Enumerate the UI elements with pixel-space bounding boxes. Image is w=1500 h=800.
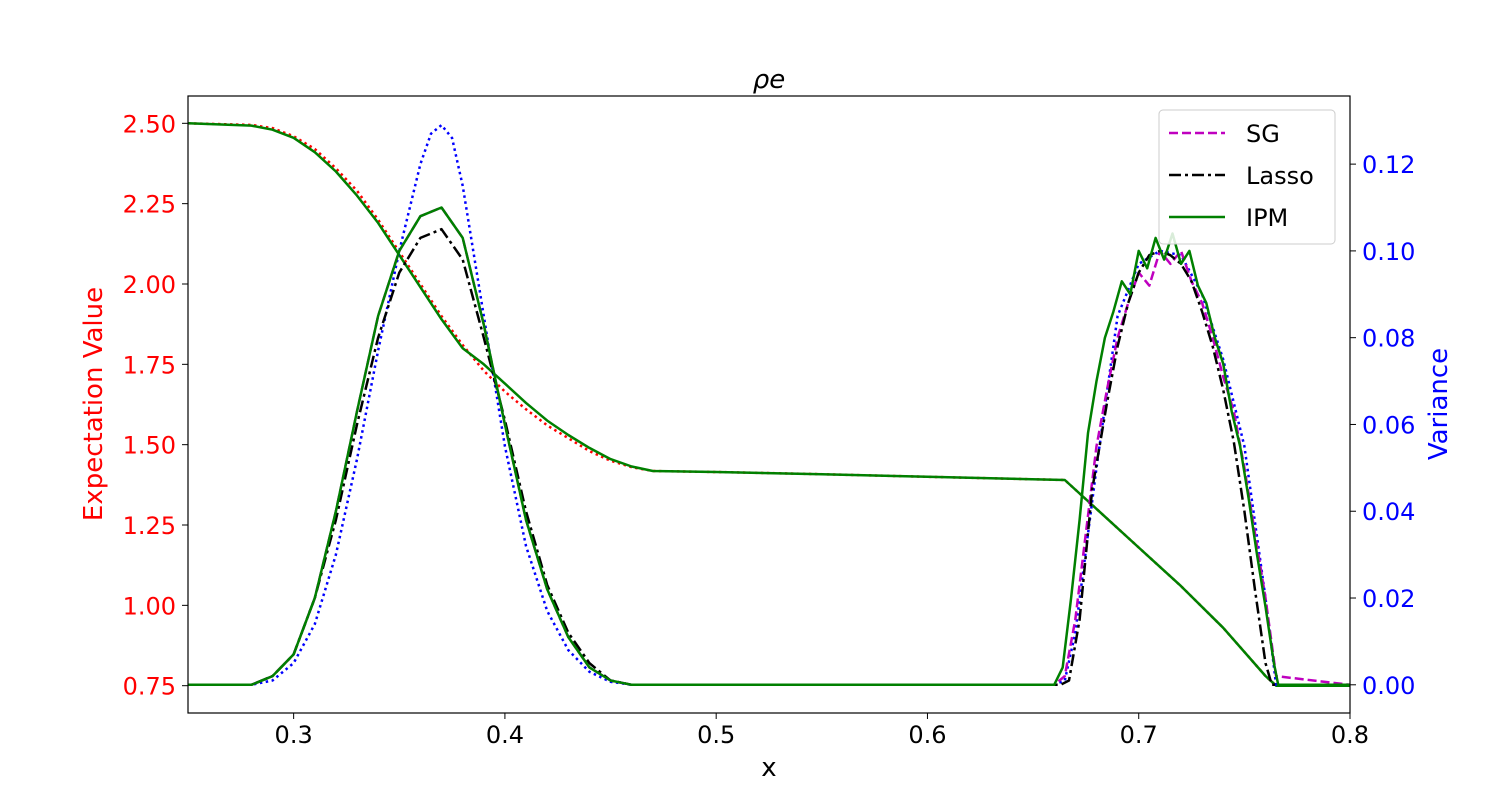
right-y-tick-label: 0.00 — [1362, 672, 1415, 700]
series-line-5 — [188, 206, 1350, 687]
series-line-1 — [187, 122, 1350, 687]
right-y-tick-label: 0.10 — [1362, 238, 1415, 266]
right-y-tick-label: 0.06 — [1362, 411, 1415, 439]
left-y-tick-label: 0.75 — [123, 673, 176, 701]
x-tick-label: 0.8 — [1331, 721, 1369, 749]
x-axis-label: x — [761, 753, 776, 783]
legend-label-ipm: IPM — [1246, 204, 1288, 232]
left-y-tick-label: 1.00 — [123, 592, 176, 620]
legend-label-sg: SG — [1246, 120, 1280, 148]
right-y-axis-label: Variance — [1424, 348, 1454, 460]
left-y-tick-label: 1.75 — [123, 351, 176, 379]
x-tick-label: 0.6 — [908, 721, 946, 749]
right-y-tick-label: 0.02 — [1362, 585, 1415, 613]
right-y-tick-label: 0.12 — [1362, 151, 1415, 179]
left-y-tick-label: 2.50 — [123, 110, 176, 138]
right-y-tick-label: 0.08 — [1362, 325, 1415, 353]
plot-frame — [187, 95, 1351, 714]
x-tick-label: 0.7 — [1120, 721, 1158, 749]
left-y-tick-label: 2.00 — [123, 271, 176, 299]
x-tick-label: 0.5 — [697, 721, 735, 749]
chart-title: ρe — [753, 65, 786, 95]
legend: SG Lasso IPM — [1158, 109, 1336, 245]
left-y-axis-label: Expectation Value — [79, 287, 109, 521]
x-tick-label: 0.4 — [486, 721, 524, 749]
legend-label-lasso: Lasso — [1246, 162, 1314, 190]
x-tick-label: 0.3 — [275, 721, 313, 749]
legend-box — [1158, 109, 1336, 245]
left-y-tick-label: 1.25 — [123, 512, 176, 540]
left-y-tick-label: 1.50 — [123, 432, 176, 460]
axis-ticks: 0.3 0.4 0.5 0.6 0.7 0.8 0.75 1.00 1.25 1.50 1.75 2.… — [123, 110, 1416, 749]
left-y-tick-label: 2.25 — [123, 191, 176, 219]
series-lines — [187, 122, 1351, 687]
right-y-tick-label: 0.04 — [1362, 498, 1415, 526]
